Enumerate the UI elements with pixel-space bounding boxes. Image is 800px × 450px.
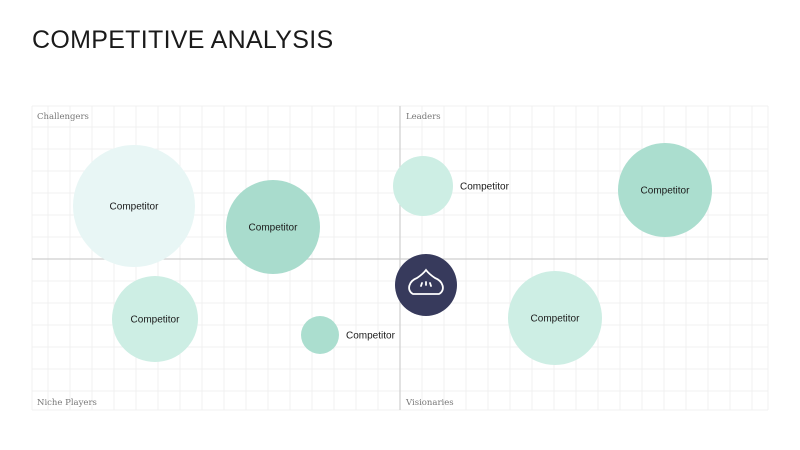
bubble-circle <box>393 156 453 216</box>
quadrant-label-visionaries: Visionaries <box>405 398 454 408</box>
page-title: COMPETITIVE ANALYSIS <box>32 26 334 54</box>
bubble-circle <box>508 271 602 365</box>
bubble-circle <box>112 276 198 362</box>
bubble-label: Competitor <box>460 182 510 193</box>
competitor-bubble: Competitor <box>73 145 195 267</box>
competitor-bubble: Competitor <box>112 276 198 362</box>
bubble-circle <box>73 145 195 267</box>
bubble-label: Competitor <box>346 331 396 342</box>
own-company-bubble <box>395 254 457 316</box>
competitor-bubble: Competitor <box>618 143 712 237</box>
competitor-bubble: Competitor <box>508 271 602 365</box>
bubble-label: Competitor <box>641 186 691 197</box>
bubble-label: Competitor <box>249 223 299 234</box>
dumpling-logo-icon <box>408 268 444 295</box>
quadrant-label-leaders: Leaders <box>406 112 441 122</box>
bubble-label: Competitor <box>131 315 181 326</box>
quadrant-label-niche-players: Niche Players <box>37 398 97 408</box>
bubble-circle <box>226 180 320 274</box>
bubble-circle <box>301 316 339 354</box>
bubble-circle <box>618 143 712 237</box>
bubble-label: Competitor <box>110 202 160 213</box>
competitor-bubble: Competitor <box>301 316 396 354</box>
competitor-bubble: Competitor <box>226 180 320 274</box>
quadrant-label-challengers: Challengers <box>37 112 89 122</box>
bubble-label: Competitor <box>531 314 581 325</box>
competitor-bubble: Competitor <box>393 156 510 216</box>
